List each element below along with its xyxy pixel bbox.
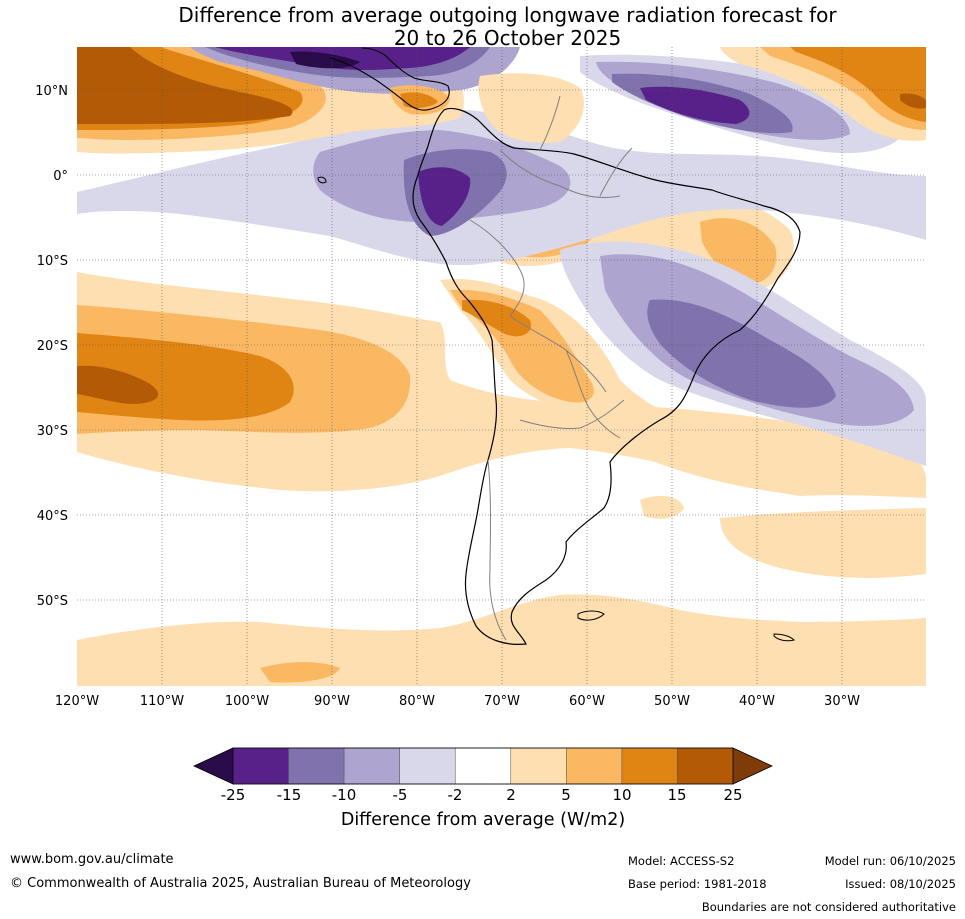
colorbar-tick: -5 — [393, 786, 408, 804]
colorbar-tick: 10 — [612, 786, 631, 804]
colorbar-tick: -2 — [448, 786, 463, 804]
lon-label-80w: 80°W — [399, 694, 435, 709]
colorbar-swatch — [677, 747, 734, 785]
colorbar-tick: -25 — [221, 786, 246, 804]
copyright-text: © Commonwealth of Australia 2025, Austra… — [10, 876, 471, 891]
chart-title: Difference from average outgoing longwav… — [0, 4, 965, 50]
south-georgia-outline — [773, 633, 795, 642]
lon-label-40w: 40°W — [739, 694, 775, 709]
lon-label-60w: 60°W — [569, 694, 605, 709]
colorbar-ticks: -25 -15 -10 -5 -2 2 5 10 15 25 — [221, 786, 743, 804]
lat-label-0: 0° — [53, 169, 68, 184]
title-line-1: Difference from average outgoing longwav… — [178, 3, 837, 27]
colorbar-tick: 25 — [723, 786, 742, 804]
disclaimer-text: Boundaries are not considered authoritat… — [701, 900, 956, 914]
colorbar-tick: 5 — [561, 786, 571, 804]
colorbar-swatch — [399, 747, 456, 785]
ecuador-dark-purple — [418, 167, 471, 226]
issued-date: Issued: 08/10/2025 — [845, 877, 956, 891]
lat-label-20s: 20°S — [37, 339, 68, 354]
atlantic-ne-darkest-orange — [900, 93, 926, 109]
lon-label-50w: 50°W — [654, 694, 690, 709]
model-run-date: Model run: 06/10/2025 — [824, 854, 956, 868]
brazil-mid-purple — [647, 299, 836, 408]
colorbar-swatch — [288, 747, 345, 785]
colorbar-title: Difference from average (W/m2) — [341, 810, 625, 830]
colorbar-tick: -10 — [332, 786, 357, 804]
ne-brazil-orange — [700, 218, 777, 284]
colorbar-swatch — [454, 747, 512, 785]
latitude-labels: 10°N 0° 10°S 20°S 30°S 40°S 50°S — [35, 84, 68, 609]
lon-label-90w: 90°W — [314, 694, 350, 709]
falklands-outline — [577, 610, 605, 621]
colorbar-low-extend — [193, 747, 234, 785]
lon-label-30w: 30°W — [824, 694, 860, 709]
colorbar-swatches — [232, 747, 734, 785]
centam-darkest-purple — [290, 51, 360, 69]
colorbar-swatch — [566, 747, 623, 785]
title-line-2: 20 to 26 October 2025 — [393, 26, 622, 50]
venezuela-light-orange — [478, 73, 584, 144]
andes-dark-orange — [462, 299, 531, 337]
lon-label-70w: 70°W — [484, 694, 520, 709]
south-america-coastline — [412, 107, 801, 645]
lon-label-120w: 120°W — [55, 694, 99, 709]
colorbar-frame — [232, 747, 734, 785]
graticule — [77, 47, 926, 686]
colorbar-tick: 15 — [667, 786, 686, 804]
lon-label-100w: 100°W — [225, 694, 269, 709]
colorbar-high-extend — [732, 747, 773, 785]
website-link[interactable]: www.bom.gov.au/climate — [10, 852, 174, 867]
atlantic-dark-purple — [640, 86, 750, 124]
lat-label-10s: 10°S — [37, 254, 68, 269]
lat-label-10n: 10°N — [35, 84, 68, 99]
colorbar-swatch — [232, 747, 289, 785]
atlantic-ne-dark-orange — [790, 47, 926, 122]
model-name: Model: ACCESS-S2 — [628, 854, 735, 868]
south-atlantic-patch — [720, 508, 926, 578]
north-pacific-darkest-orange — [77, 47, 293, 124]
lat-label-30s: 30°S — [37, 424, 68, 439]
colorbar-swatch — [621, 747, 678, 785]
south-atlantic-light-orange — [600, 410, 926, 496]
lat-label-40s: 40°S — [37, 509, 68, 524]
lon-label-110w: 110°W — [140, 694, 184, 709]
base-period: Base period: 1981-2018 — [628, 877, 767, 891]
anomaly-field — [77, 47, 926, 686]
argentina-coast-patch — [640, 495, 684, 519]
galapagos-outline — [317, 176, 327, 184]
colorbar-swatch — [343, 747, 400, 785]
longitude-labels: 120°W 110°W 100°W 90°W 80°W 70°W 60°W 50… — [55, 694, 860, 709]
central-america-coastline — [329, 47, 450, 111]
colorbar-swatch — [510, 747, 567, 785]
caribbean-dark-orange — [400, 92, 438, 109]
colorbar: -25 -15 -10 -5 -2 2 5 10 15 25 Differenc… — [193, 747, 773, 830]
country-borders — [469, 95, 633, 641]
colorbar-tick: -15 — [277, 786, 302, 804]
lat-label-50s: 50°S — [37, 594, 68, 609]
southern-patch-orange — [260, 662, 340, 683]
colorbar-tick: 2 — [506, 786, 516, 804]
pacific-darkest-orange — [77, 365, 159, 404]
